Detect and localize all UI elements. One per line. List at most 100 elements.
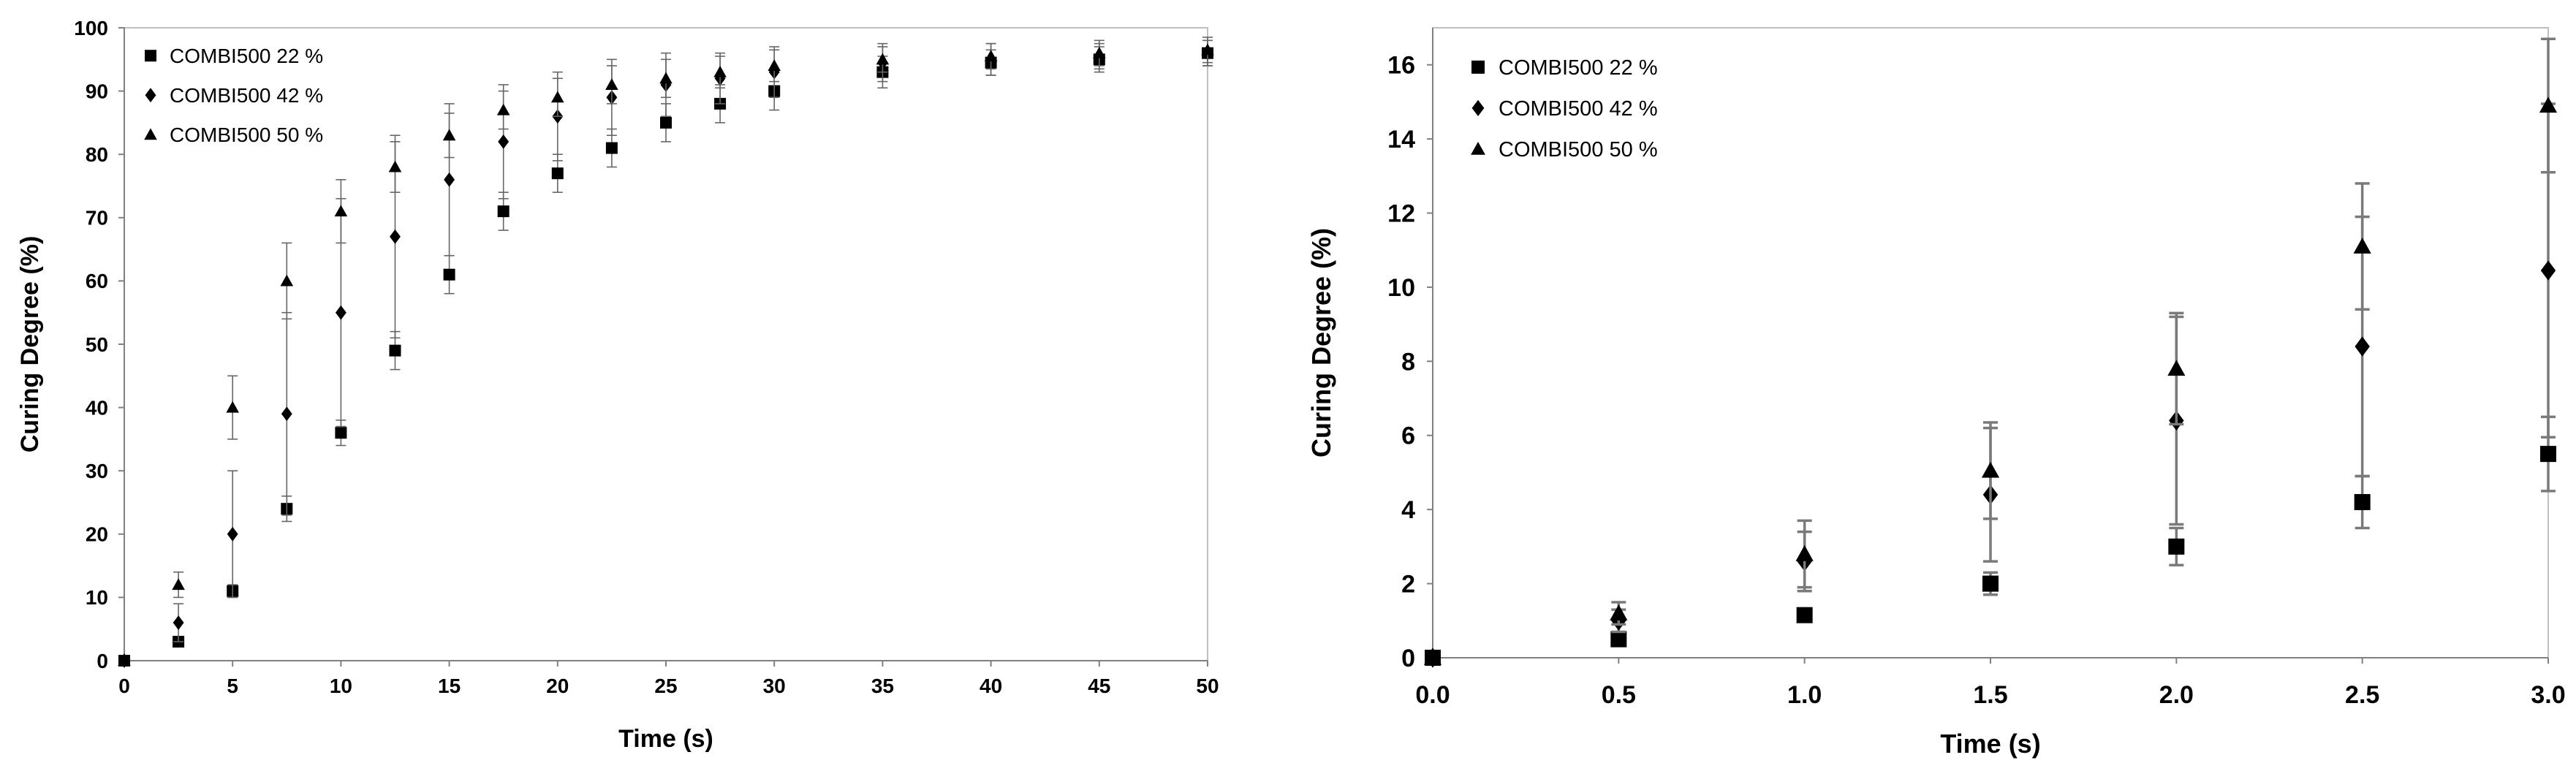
chart0-data-point bbox=[768, 59, 781, 71]
chart0-data-point bbox=[498, 134, 509, 149]
chart1-data-point bbox=[1795, 544, 1814, 561]
chart1-y-tick-label: 8 bbox=[1401, 348, 1415, 376]
chart0-y-tick-label: 30 bbox=[86, 460, 108, 482]
chart1-x-tick-label: 2.0 bbox=[2159, 681, 2194, 709]
chart0-y-tick-label: 20 bbox=[86, 523, 108, 546]
chart0-x-tick-label: 45 bbox=[1088, 675, 1110, 697]
chart1-x-tick-label: 3.0 bbox=[2531, 681, 2565, 709]
chart1-series-2 bbox=[1423, 37, 2558, 665]
chart-left: 0 5 10 15 20 25 30 35 40 45 50 0 10 20 30 40 50 60 70 80 90 1… bbox=[0, 0, 1243, 782]
chart0-x-tick-label: 40 bbox=[980, 675, 1002, 697]
chart1-legend-marker bbox=[1471, 141, 1485, 155]
chart1-legend: COMBI500 22 % COMBI500 42 % COMBI500 50 % bbox=[1471, 56, 1658, 162]
chart0-x-axis-title: Time (s) bbox=[618, 725, 713, 753]
chart0-x-tick-label: 15 bbox=[438, 675, 461, 697]
chart1-x-tick-label: 0.5 bbox=[1602, 681, 1636, 709]
chart0-y-tick-label: 40 bbox=[86, 396, 108, 419]
chart0-y-tick-label: 60 bbox=[86, 270, 108, 292]
chart0-data-point bbox=[281, 406, 292, 422]
chart0-data-point bbox=[605, 78, 618, 90]
chart0-x-tick-label: 10 bbox=[330, 675, 352, 697]
chart-right: 0.0 0.5 1.0 1.5 2.0 2.5 3.0 0 2 4 6 8 10 12 14 16 Time (… bbox=[1287, 0, 2576, 782]
chart0-data-point bbox=[551, 91, 564, 103]
chart1-data-point bbox=[1981, 461, 2000, 478]
chart1-x-tick-label: 2.5 bbox=[2345, 681, 2379, 709]
chart0-data-point bbox=[984, 50, 998, 62]
chart0-x-tick-label: 5 bbox=[227, 675, 238, 697]
chart0-data-point bbox=[172, 578, 185, 591]
chart0-x-tick-label: 30 bbox=[763, 675, 786, 697]
chart0-x-tick-label: 50 bbox=[1196, 675, 1219, 697]
chart0-legend-label: COMBI500 22 % bbox=[170, 45, 323, 67]
chart0-legend-marker bbox=[145, 50, 156, 62]
chart0-data-point bbox=[227, 526, 238, 542]
chart0-data-point bbox=[118, 654, 131, 667]
chart0-y-tick-label: 100 bbox=[74, 17, 108, 39]
chart1-data-point bbox=[1610, 604, 1628, 620]
chart1-data-point bbox=[2168, 538, 2185, 555]
chart1-data-point bbox=[1423, 648, 1442, 665]
chart0-data-point bbox=[605, 142, 618, 154]
chart0-data-point bbox=[173, 615, 184, 630]
chart0-y-tick-label: 50 bbox=[86, 333, 108, 356]
chart0-data-point bbox=[659, 72, 673, 84]
chart1-legend-label: COMBI500 22 % bbox=[1499, 56, 1658, 80]
chart0-y-axis-title: Curing Degree (%) bbox=[16, 236, 44, 453]
chart1-data-point bbox=[1610, 631, 1627, 648]
chart0-legend-label: COMBI500 42 % bbox=[170, 84, 323, 107]
chart0-data-point bbox=[1201, 43, 1214, 56]
chart1-x-tick-label: 1.0 bbox=[1787, 681, 1822, 709]
chart0-y-tick-label: 90 bbox=[86, 80, 108, 102]
chart0-data-point bbox=[335, 305, 346, 320]
chart0-legend: COMBI500 22 % COMBI500 42 % COMBI500 50 % bbox=[144, 45, 323, 146]
chart1-data-point bbox=[2539, 96, 2558, 113]
chart1-plot-area bbox=[1432, 27, 2549, 658]
chart1-x-tick-label: 0.0 bbox=[1415, 681, 1450, 709]
chart0-data-point bbox=[444, 172, 455, 187]
chart1-data-point bbox=[2540, 260, 2556, 281]
chart1-y-tick-label: 16 bbox=[1387, 52, 1415, 80]
chart0-x-tick-label: 25 bbox=[654, 675, 677, 697]
chart1-data-point bbox=[2353, 238, 2371, 254]
chart1-y-tick-label: 4 bbox=[1401, 496, 1415, 524]
chart1-x-axis-title: Time (s) bbox=[1940, 729, 2040, 759]
chart0-data-point bbox=[226, 401, 239, 413]
chart0-data-point bbox=[496, 103, 510, 115]
chart0-data-point bbox=[713, 65, 727, 77]
chart1-data-point bbox=[1982, 575, 1999, 592]
chart1-data-point bbox=[2540, 446, 2556, 463]
chart-right-svg: 0.0 0.5 1.0 1.5 2.0 2.5 3.0 0 2 4 6 8 10 12 14 16 Time (… bbox=[1306, 27, 2566, 759]
chart0-data-point bbox=[334, 205, 348, 217]
chart0-y-tick-label: 0 bbox=[96, 650, 108, 672]
chart0-x-tick-label: 35 bbox=[871, 675, 894, 697]
chart0-data-point bbox=[876, 53, 890, 65]
chart0-y-tick-label: 10 bbox=[86, 586, 108, 609]
chart0-series-2 bbox=[118, 37, 1214, 667]
chart0-legend-label: COMBI500 50 % bbox=[170, 124, 323, 146]
chart0-data-point bbox=[390, 229, 401, 244]
chart0-data-point bbox=[335, 427, 347, 439]
chart0-x-tick-label: 20 bbox=[546, 675, 569, 697]
chart0-y-tick-label: 70 bbox=[86, 207, 108, 229]
chart1-y-tick-label: 2 bbox=[1401, 570, 1415, 598]
chart0-data-point bbox=[389, 344, 401, 357]
chart-left-svg: 0 5 10 15 20 25 30 35 40 45 50 0 10 20 30 40 50 60 70 80 90 1… bbox=[16, 17, 1219, 753]
chart0-data-point bbox=[442, 129, 456, 141]
chart1-y-tick-label: 10 bbox=[1387, 274, 1415, 302]
chart0-legend-marker bbox=[144, 128, 157, 140]
chart0-y-tick-label: 80 bbox=[86, 143, 108, 166]
chart1-y-tick-label: 12 bbox=[1387, 200, 1415, 227]
chart1-y-tick-label: 14 bbox=[1387, 126, 1415, 153]
chart1-y-tick-label: 0 bbox=[1401, 645, 1415, 672]
chart1-legend-label: COMBI500 42 % bbox=[1499, 97, 1658, 121]
chart0-data-point bbox=[280, 274, 294, 286]
chart0-x-tick-label: 0 bbox=[118, 675, 130, 697]
chart1-y-tick-label: 6 bbox=[1401, 422, 1415, 450]
chart1-legend-marker bbox=[1471, 60, 1485, 74]
chart0-data-point bbox=[551, 167, 564, 180]
chart1-data-point bbox=[2355, 336, 2370, 357]
chart0-legend-marker bbox=[145, 88, 156, 103]
chart0-data-point bbox=[660, 116, 672, 129]
chart0-data-point bbox=[443, 268, 455, 281]
chart0-data-point bbox=[1093, 46, 1106, 58]
